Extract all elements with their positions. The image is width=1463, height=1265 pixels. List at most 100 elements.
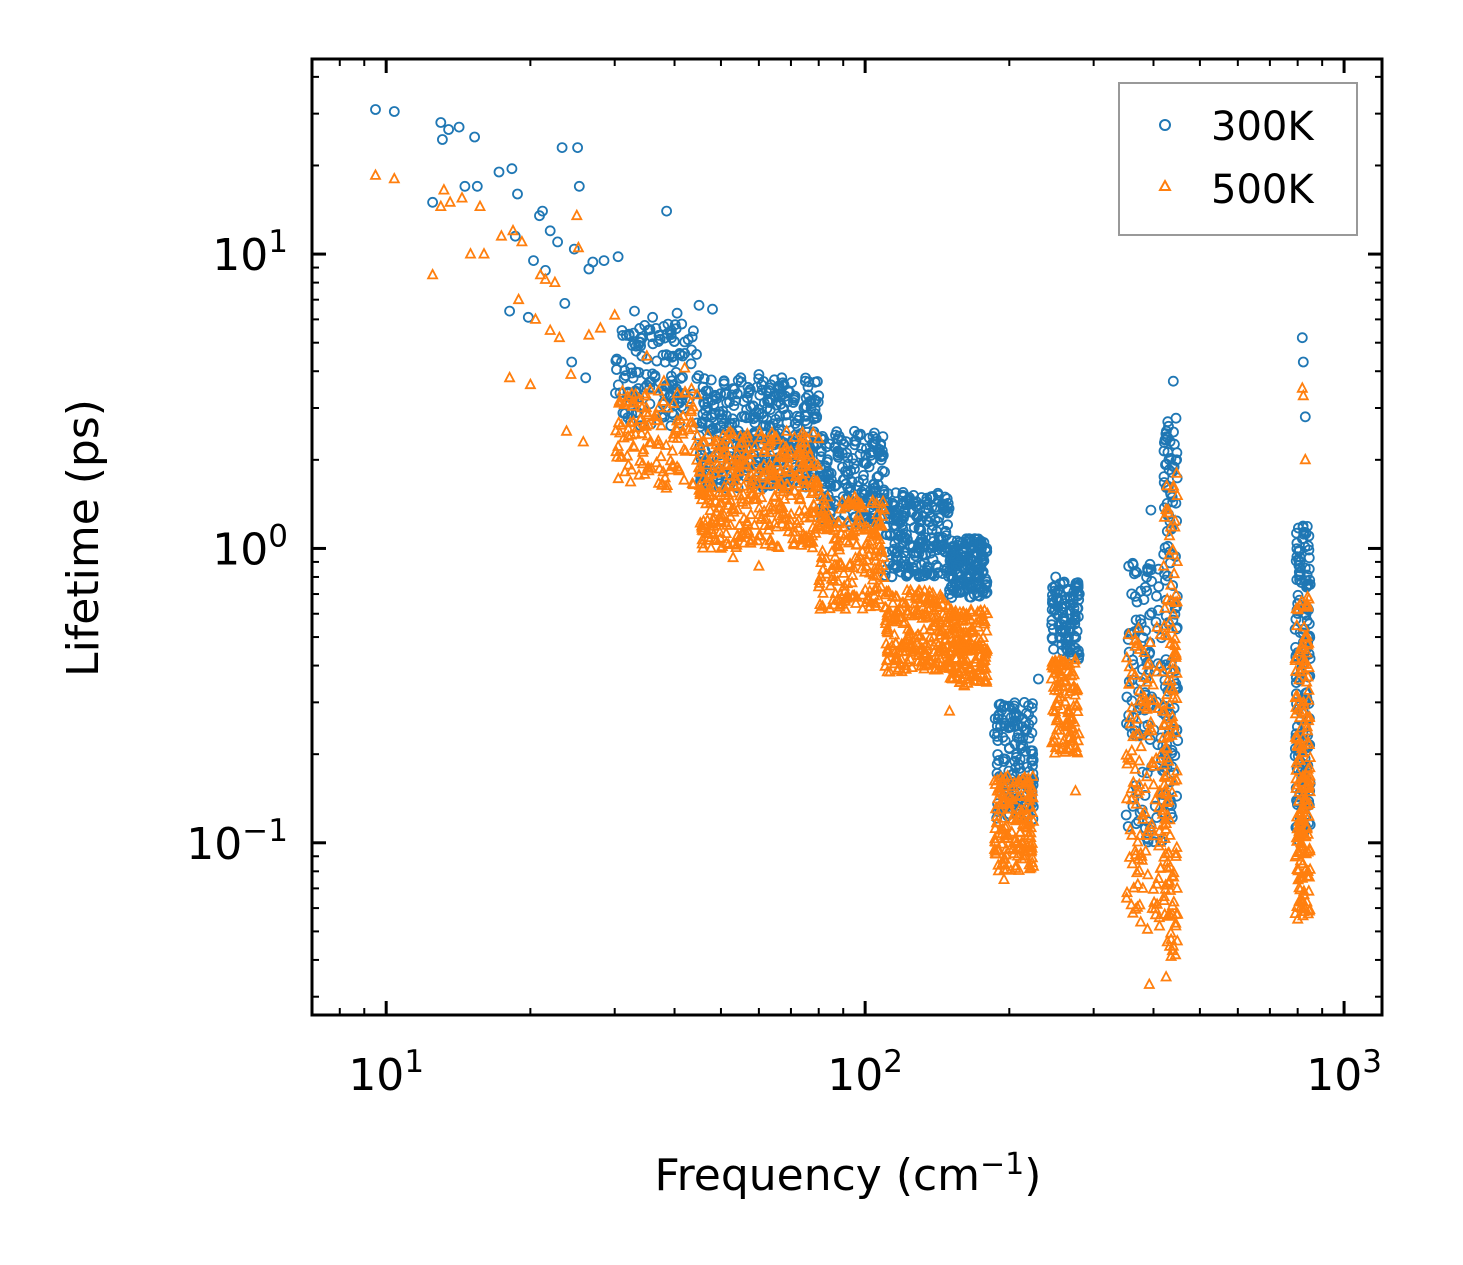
point-300k [803, 389, 814, 401]
point-500k [727, 550, 740, 563]
point-500k [879, 587, 892, 600]
point-300k [1047, 633, 1058, 645]
point-500k [1167, 607, 1180, 619]
point-300k [580, 372, 592, 384]
point-300k [1151, 590, 1162, 602]
point-300k [886, 571, 898, 583]
point-500k [1169, 919, 1182, 931]
point-500k [990, 816, 1003, 828]
point-500k [696, 532, 709, 545]
point-500k [782, 456, 795, 468]
point-500k [1161, 750, 1173, 763]
point-500k [746, 532, 759, 544]
point-500k [1009, 813, 1022, 826]
point-500k [1302, 827, 1315, 839]
point-300k [1027, 754, 1039, 766]
point-500k [837, 520, 850, 532]
point-500k [904, 652, 917, 664]
point-500k [679, 444, 692, 456]
point-500k [829, 550, 842, 562]
point-500k [947, 608, 960, 620]
point-300k [697, 389, 708, 401]
point-500k [512, 292, 525, 305]
point-500k [901, 629, 914, 641]
point-500k [756, 469, 769, 481]
point-500k [1296, 769, 1309, 781]
point-500k [791, 516, 803, 528]
point-500k [1138, 645, 1151, 657]
point-500k [1166, 648, 1179, 661]
point-300k [493, 166, 505, 178]
point-500k [919, 649, 931, 661]
point-300k [1059, 615, 1071, 627]
point-500k [1141, 867, 1154, 880]
point-500k [1159, 878, 1172, 890]
point-300k [901, 498, 912, 509]
point-300k [512, 188, 523, 200]
point-300k [647, 338, 659, 350]
point-500k [1304, 784, 1317, 797]
point-500k [1148, 895, 1161, 907]
point-500k [921, 656, 934, 669]
point-500k [883, 665, 896, 677]
point-500k [763, 505, 776, 518]
point-500k [879, 613, 892, 626]
point-500k [827, 597, 840, 610]
point-300k [1153, 604, 1164, 616]
point-500k [863, 542, 876, 554]
point-500k [1068, 667, 1081, 680]
point-500k [1126, 665, 1139, 678]
point-300k [572, 142, 583, 154]
point-500k [1131, 877, 1144, 889]
point-500k [610, 444, 623, 457]
point-300k [1144, 558, 1156, 570]
point-500k [570, 208, 583, 221]
point-500k [671, 460, 684, 472]
point-500k [1169, 595, 1182, 607]
point-300k [740, 412, 752, 424]
point-500k [1154, 861, 1167, 873]
point-300k [968, 589, 980, 600]
point-300k [930, 559, 942, 571]
point-500k [1067, 699, 1080, 711]
point-500k [624, 475, 637, 487]
legend-marker-300k [1159, 119, 1171, 131]
point-500k [945, 627, 958, 639]
point-500k [729, 469, 742, 481]
point-500k [994, 823, 1007, 835]
legend-label-500k: 500K [1211, 167, 1315, 213]
point-500k [1169, 947, 1182, 960]
point-500k [1123, 677, 1136, 689]
point-500k [810, 474, 823, 487]
point-500k [1130, 865, 1143, 878]
point-300k [1302, 540, 1314, 552]
point-500k [635, 426, 648, 439]
point-500k [1166, 662, 1179, 674]
x-tick-label: 103 [1306, 1044, 1382, 1101]
point-500k [748, 518, 761, 530]
point-500k [621, 449, 634, 461]
point-500k [1166, 543, 1179, 555]
point-300k [1297, 533, 1309, 544]
point-500k [1052, 679, 1065, 691]
point-500k [444, 195, 457, 207]
point-500k [869, 596, 882, 608]
point-300k [1167, 549, 1179, 561]
point-500k [539, 272, 552, 284]
point-500k [780, 478, 793, 490]
point-300k [904, 492, 915, 503]
point-300k [920, 549, 932, 561]
point-500k [670, 414, 683, 426]
point-500k [870, 529, 883, 541]
point-500k [434, 199, 447, 212]
point-500k [1149, 907, 1162, 920]
point-500k [722, 449, 735, 461]
point-500k [780, 440, 793, 452]
point-300k [1033, 673, 1044, 685]
point-300k [1127, 654, 1138, 666]
point-500k [774, 463, 787, 476]
point-500k [1013, 863, 1025, 875]
point-500k [1123, 850, 1136, 862]
point-500k [1149, 828, 1161, 841]
point-500k [1131, 900, 1144, 912]
